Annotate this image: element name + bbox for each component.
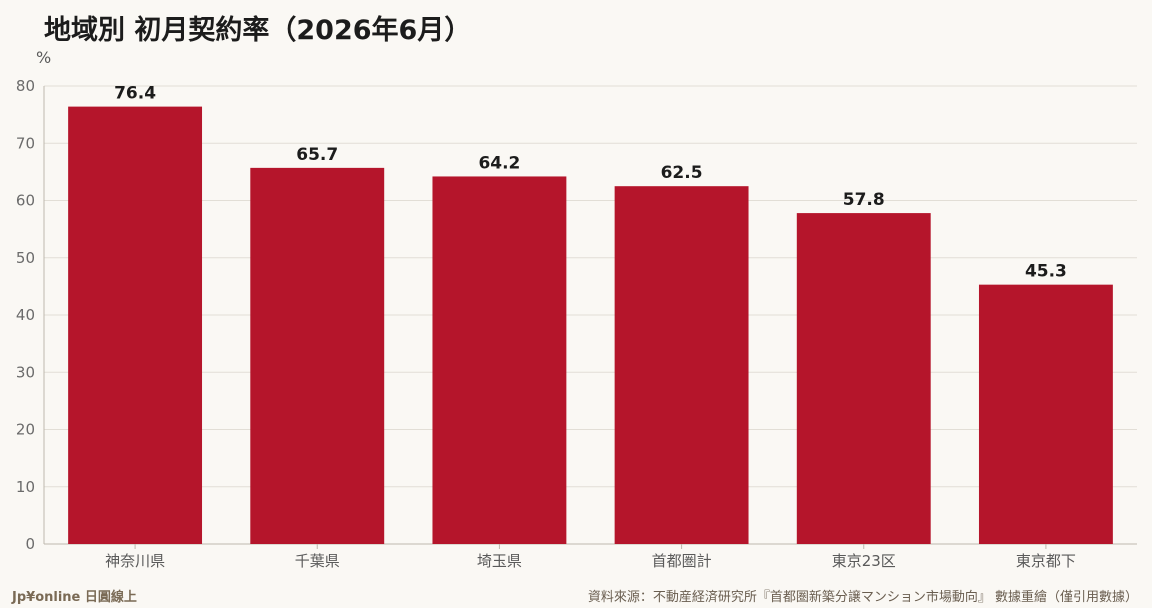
- y-tick-label: 80: [16, 77, 35, 95]
- bar: [432, 176, 567, 544]
- y-tick-label: 40: [16, 306, 35, 324]
- x-tick-label: 千葉県: [295, 552, 340, 570]
- y-axis-unit: %: [36, 48, 52, 67]
- bar: [250, 167, 385, 544]
- data-label: 62.5: [661, 163, 703, 183]
- y-tick-label: 60: [16, 192, 35, 210]
- data-label: 64.2: [478, 153, 520, 173]
- x-tick-label: 埼玉県: [477, 552, 522, 570]
- brand-label: Jp¥online 日圓線上: [12, 590, 137, 605]
- y-tick-label: 50: [16, 249, 35, 267]
- y-tick-label: 30: [16, 363, 35, 381]
- x-tick-label: 東京23区: [832, 552, 896, 570]
- data-label: 45.3: [1025, 262, 1067, 282]
- bar: [614, 186, 749, 544]
- source-note: 資料來源：不動産経済研究所『首都圏新築分譲マンション市場動向』 數據重繪（僅引用…: [587, 590, 1138, 605]
- y-tick-label: 0: [25, 535, 35, 553]
- x-tick-label: 首都圏計: [652, 552, 712, 570]
- data-label: 65.7: [296, 145, 338, 165]
- bar: [796, 213, 931, 544]
- chart-title: 地域別 初月契約率（2026年6月）: [44, 15, 472, 46]
- data-label: 57.8: [843, 190, 885, 210]
- data-label: 76.4: [114, 84, 156, 104]
- x-tick-label: 神奈川県: [105, 552, 165, 570]
- x-tick-label: 東京都下: [1016, 552, 1076, 570]
- y-tick-label: 70: [16, 134, 35, 152]
- bar: [978, 284, 1113, 544]
- y-tick-label: 10: [16, 478, 35, 496]
- bar: [68, 106, 203, 545]
- y-tick-label: 20: [16, 421, 35, 439]
